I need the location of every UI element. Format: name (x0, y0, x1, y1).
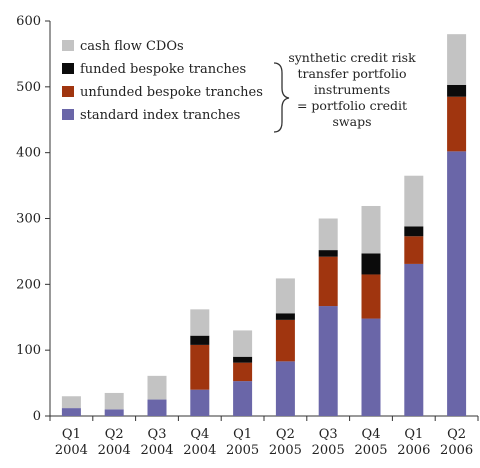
bar-segment-unfunded-bespoke-tranches (276, 320, 295, 361)
legend-swatch (62, 109, 74, 120)
x-tick-label-quarter: Q4 (362, 427, 381, 442)
y-tick-label: 500 (16, 80, 41, 95)
x-tick-label-quarter: Q2 (105, 427, 124, 442)
x-tick-label-year: 2004 (140, 443, 173, 458)
bar-segment-standard-index-tranches (319, 306, 338, 416)
bar-segment-cash-flow-cdos (148, 376, 167, 400)
y-tick-label: 100 (16, 343, 41, 358)
bar-segment-standard-index-tranches (276, 361, 295, 416)
bar-segment-cash-flow-cdos (276, 278, 295, 313)
annotation-text-line: instruments (314, 82, 390, 97)
bar-segment-unfunded-bespoke-tranches (233, 363, 252, 381)
bar-segment-unfunded-bespoke-tranches (319, 257, 338, 306)
bar-segment-standard-index-tranches (190, 390, 209, 416)
x-tick-label-year: 2005 (269, 443, 302, 458)
x-tick-label-quarter: Q2 (447, 427, 466, 442)
x-tick-label-year: 2006 (397, 443, 430, 458)
bar-segment-cash-flow-cdos (362, 206, 381, 253)
bar-segment-cash-flow-cdos (319, 219, 338, 251)
annotation-text-line: synthetic credit risk (288, 50, 416, 65)
y-tick-label: 400 (16, 146, 41, 161)
x-tick-label-quarter: Q2 (276, 427, 295, 442)
legend-label: funded bespoke tranches (80, 62, 246, 77)
annotation-text-line: transfer portfolio (297, 66, 406, 81)
bar-segment-cash-flow-cdos (105, 393, 124, 409)
x-axis-labels: Q12004Q22004Q32004Q42004Q12005Q22005Q320… (55, 427, 473, 458)
bar-segment-cash-flow-cdos (447, 34, 466, 85)
annotation-text-line: swaps (333, 114, 372, 129)
bar-segment-standard-index-tranches (404, 264, 423, 416)
y-tick-label: 600 (16, 14, 41, 29)
x-tick-label-quarter: Q3 (148, 427, 167, 442)
legend-swatch (62, 63, 74, 74)
x-tick-label-quarter: Q1 (62, 427, 81, 442)
bar-segment-cash-flow-cdos (190, 309, 209, 335)
x-tick-label-year: 2004 (55, 443, 88, 458)
bar-segment-funded-bespoke-tranches (233, 357, 252, 363)
y-tick-label: 0 (33, 409, 41, 424)
x-tick-label-year: 2004 (183, 443, 216, 458)
x-tick-label-quarter: Q1 (233, 427, 252, 442)
bar-segment-standard-index-tranches (105, 409, 124, 416)
x-tick-label-year: 2006 (440, 443, 473, 458)
legend-label: cash flow CDOs (80, 39, 184, 54)
bar-segment-cash-flow-cdos (404, 176, 423, 227)
bar-segment-unfunded-bespoke-tranches (447, 97, 466, 152)
y-tick-label: 200 (16, 277, 41, 292)
bar-segment-funded-bespoke-tranches (362, 253, 381, 274)
x-tick-label-quarter: Q3 (319, 427, 338, 442)
bar-segment-funded-bespoke-tranches (276, 313, 295, 320)
legend-swatch (62, 40, 74, 51)
brace (274, 63, 289, 132)
legend-label: unfunded bespoke tranches (80, 85, 263, 100)
x-tick-label-quarter: Q4 (190, 427, 209, 442)
bar-segment-cash-flow-cdos (233, 330, 252, 356)
bar-segment-unfunded-bespoke-tranches (190, 345, 209, 390)
legend-label: standard index tranches (80, 108, 240, 123)
bar-segment-unfunded-bespoke-tranches (404, 236, 423, 264)
legend-swatch (62, 86, 74, 97)
bar-segment-funded-bespoke-tranches (447, 85, 466, 97)
x-tick-label-year: 2005 (354, 443, 387, 458)
annotation-text-line: = portfolio credit (297, 98, 407, 113)
legend: cash flow CDOs funded bespoke tranches unf… (62, 39, 263, 123)
bar-segment-cash-flow-cdos (62, 396, 81, 408)
bar-segment-funded-bespoke-tranches (190, 336, 209, 345)
x-tick-label-year: 2005 (226, 443, 259, 458)
bar-segment-funded-bespoke-tranches (404, 226, 423, 236)
bar-segment-standard-index-tranches (62, 408, 81, 416)
bar-segment-standard-index-tranches (148, 400, 167, 416)
bar-segment-standard-index-tranches (362, 319, 381, 416)
bar-segment-standard-index-tranches (233, 381, 252, 416)
x-tick-label-year: 2005 (312, 443, 345, 458)
y-tick-label: 300 (16, 212, 41, 227)
bar-segment-standard-index-tranches (447, 151, 466, 416)
x-tick-label-quarter: Q1 (404, 427, 423, 442)
bar-segment-unfunded-bespoke-tranches (362, 274, 381, 318)
bar-segment-funded-bespoke-tranches (319, 250, 338, 257)
x-tick-label-year: 2004 (98, 443, 131, 458)
